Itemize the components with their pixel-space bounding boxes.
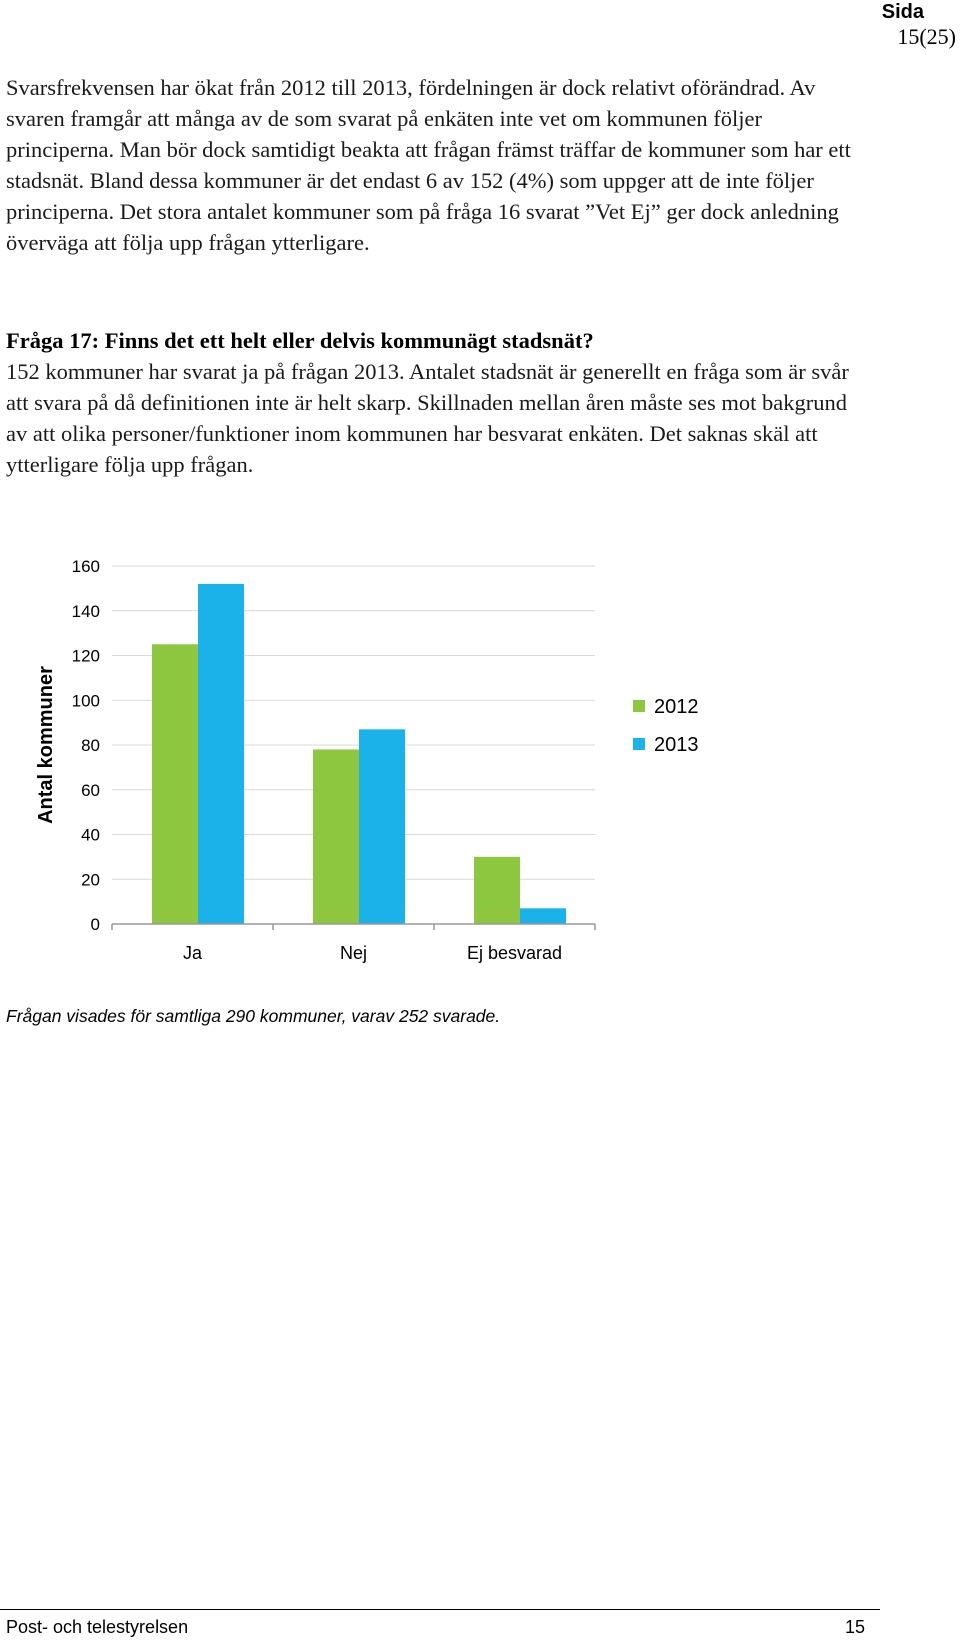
y-axis-title: Antal kommuner (35, 666, 57, 824)
bar-2013-ej-besvarad (520, 908, 566, 924)
bar-2013-nej (359, 729, 405, 924)
bar-2012-ja (152, 644, 198, 924)
footer-divider (0, 1609, 880, 1610)
y-tick-label: 100 (72, 691, 100, 710)
legend-label-2013: 2013 (654, 734, 699, 756)
footer-publisher: Post- och telestyrelsen (6, 1617, 189, 1637)
x-category-label: Ej besvarad (467, 943, 562, 963)
chart-svg: 0 20 40 60 80 100 120 140 160 Ja Nej Ej besvarad Ant… (35, 557, 699, 963)
footer-page-number: 15 (845, 1617, 866, 1637)
y-tick-label: 0 (91, 915, 100, 934)
paragraph-response-rate: Svarsfrekvensen har ökat från 2012 till … (6, 75, 851, 255)
question-heading: Fråga 17: Finns det ett helt eller delvi… (6, 328, 594, 353)
y-tick-label: 140 (72, 602, 100, 621)
chart-caption: Frågan visades för samtliga 290 kommuner… (6, 1006, 501, 1026)
y-tick-label: 80 (81, 736, 100, 755)
bar-2013-ja (198, 583, 244, 924)
x-category-label: Ja (183, 943, 203, 963)
bar-2012-ej-besvarad (474, 856, 520, 924)
y-tick-label: 40 (81, 826, 100, 845)
y-tick-label: 20 (81, 870, 100, 889)
y-tick-label: 120 (72, 647, 100, 666)
legend-swatch-2013 (633, 738, 645, 750)
legend-label-2012: 2012 (654, 696, 699, 718)
bar-2012-nej (313, 749, 359, 924)
bar-chart: 0 20 40 60 80 100 120 140 160 Ja Nej Ej besvarad Ant… (0, 530, 960, 970)
paragraph-question-17: 152 kommuner har svarat ja på frågan 201… (6, 359, 849, 477)
legend-swatch-2012 (633, 700, 645, 712)
page-number: 15(25) (897, 24, 956, 49)
y-tick-label: 160 (72, 557, 100, 576)
x-category-label: Nej (340, 943, 367, 963)
page-label: Sida (881, 1, 924, 23)
y-tick-label: 60 (81, 781, 100, 800)
